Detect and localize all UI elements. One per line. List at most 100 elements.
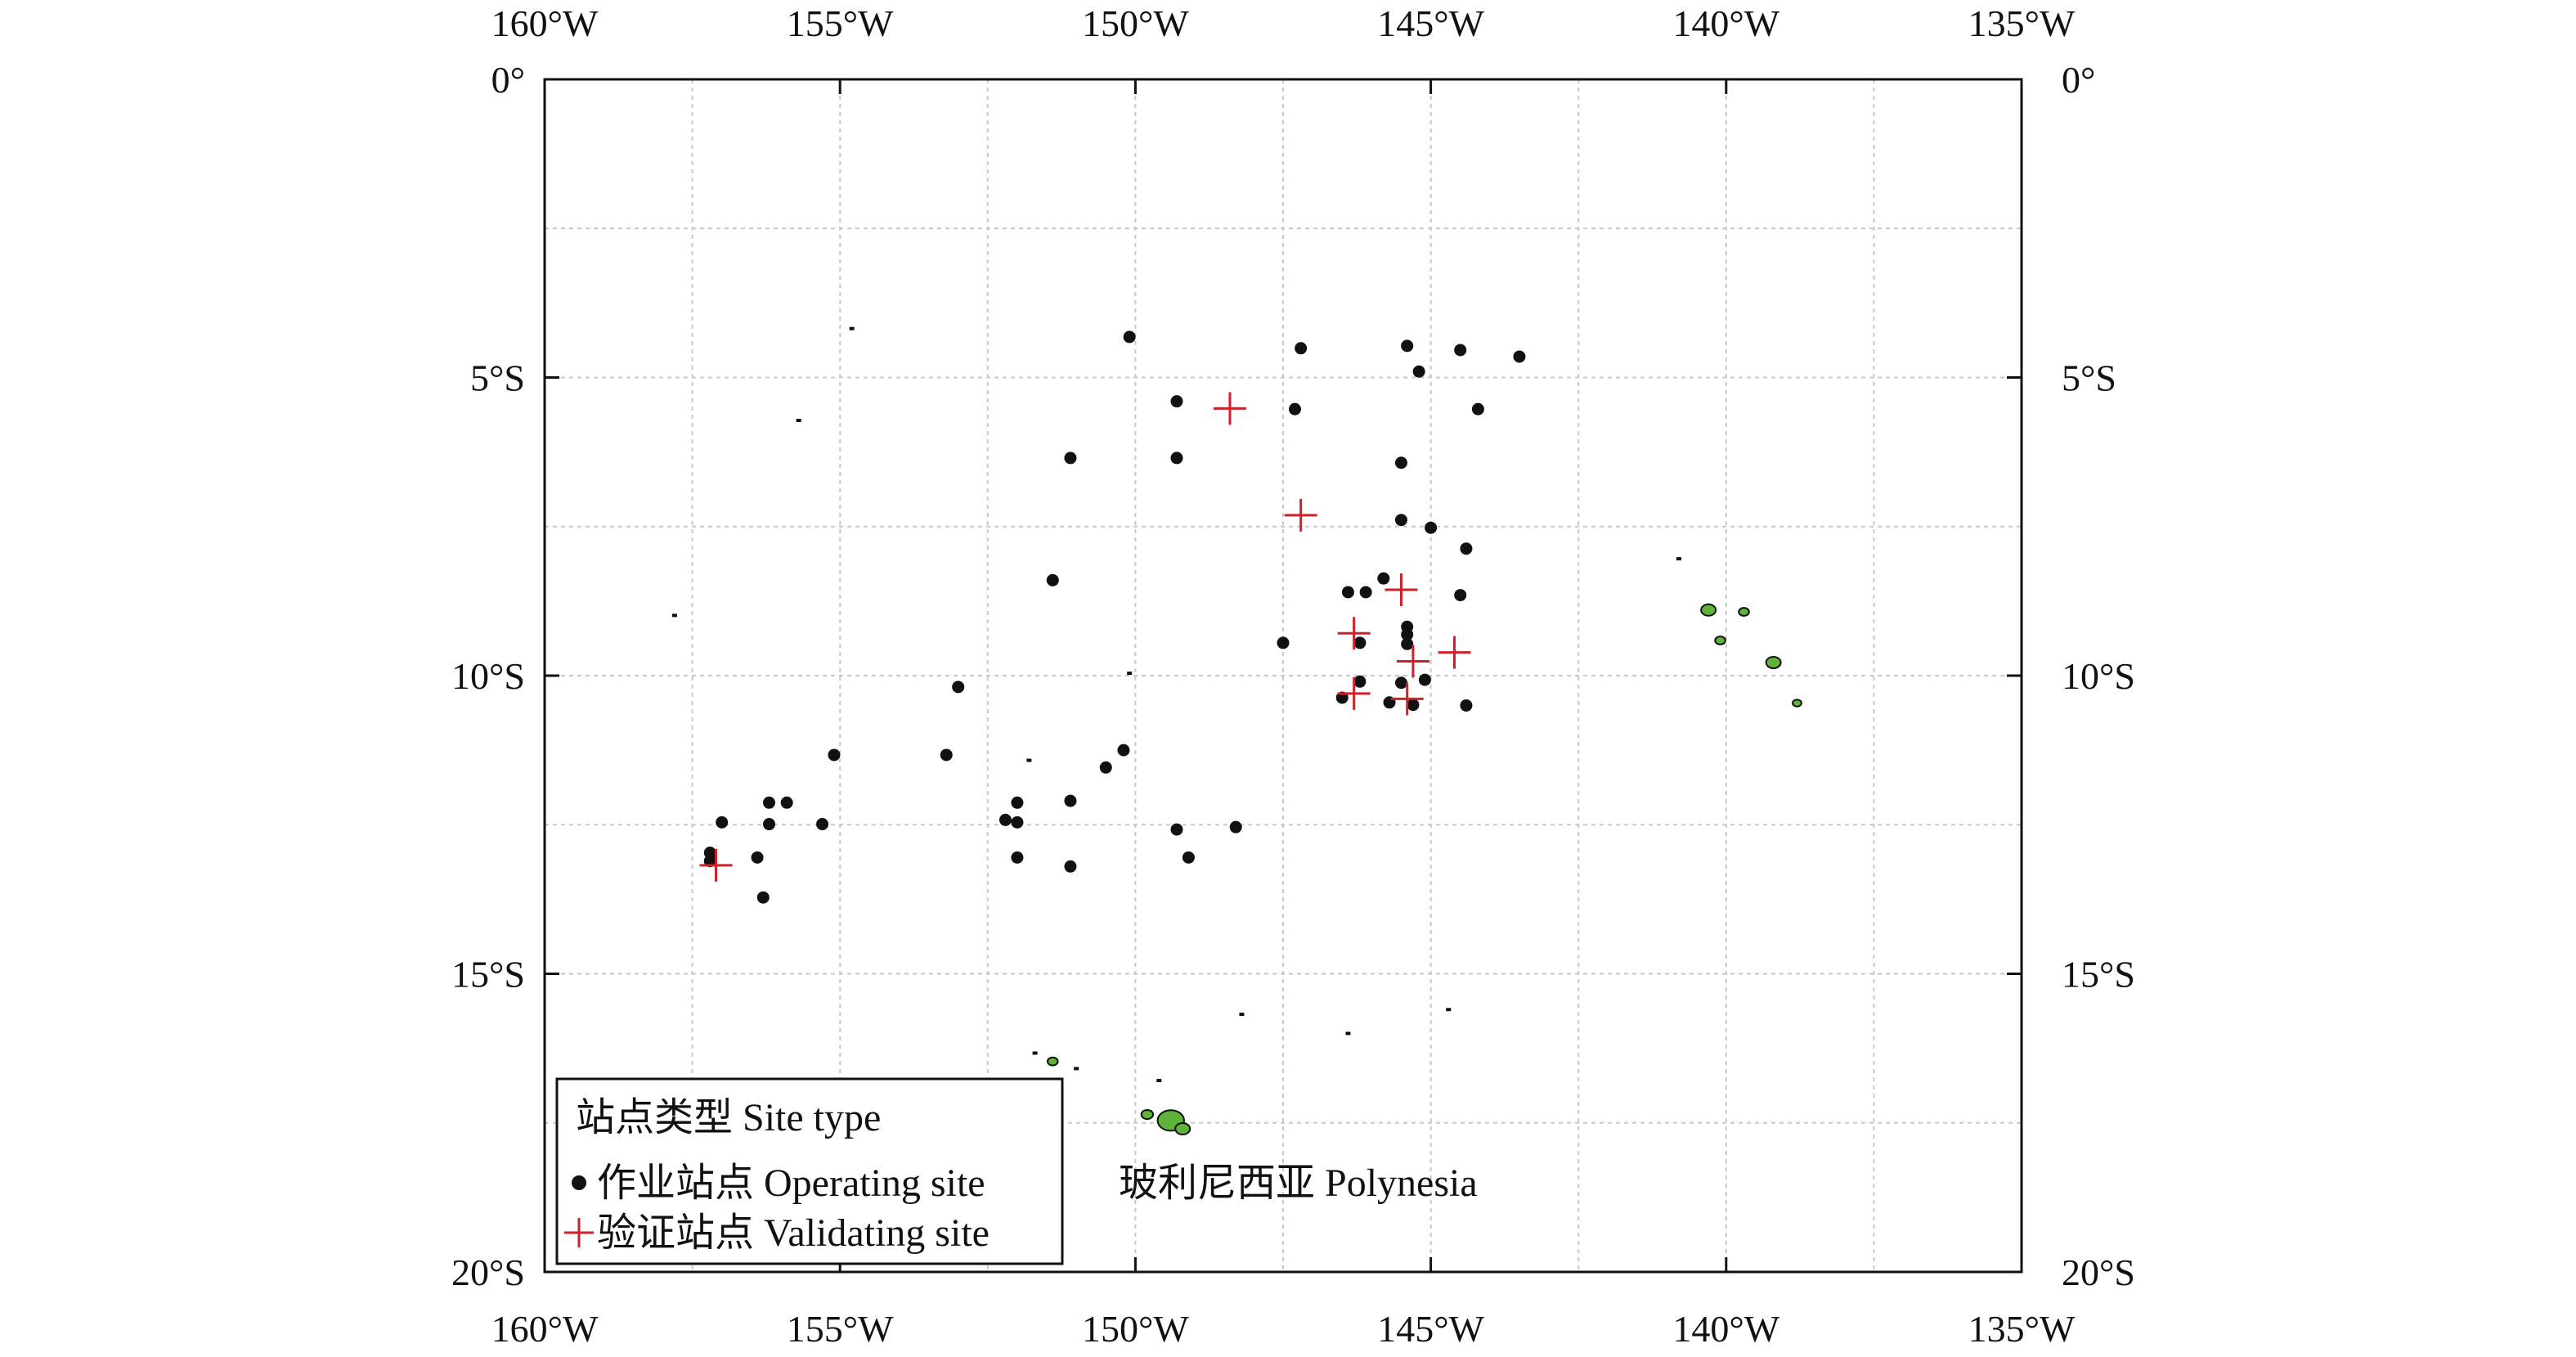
validating-site-marker [1390, 682, 1424, 716]
y-tick-label-left: 15°S [451, 954, 525, 995]
validating-site-marker [1396, 645, 1429, 678]
operating-site-marker [751, 851, 764, 864]
operating-site-marker [1064, 860, 1077, 873]
x-tick-label-top: 140°W [1672, 2, 1779, 44]
validating-site-marker [1284, 498, 1317, 532]
legend-validating-label: 验证站点 Validating site [597, 1211, 990, 1255]
island-land [1046, 1056, 1059, 1067]
operating-site-marker [780, 796, 793, 809]
x-tick-label-bottom: 135°W [1968, 1308, 2076, 1350]
operating-site-marker [1170, 823, 1183, 836]
operating-site-marker [1353, 636, 1367, 649]
operating-site-marker [1377, 572, 1390, 585]
operating-site-marker [1425, 521, 1438, 534]
region-label: 玻利尼西亚 Polynesia [1119, 1162, 1478, 1205]
operating-site-marker [1401, 339, 1414, 353]
x-tick-label-bottom: 155°W [787, 1308, 894, 1350]
validating-plus-icon [564, 1218, 594, 1247]
x-tick-label-top: 135°W [1968, 2, 2076, 44]
y-tick-label-right: 10°S [2062, 655, 2135, 697]
operating-site-marker [1454, 589, 1467, 602]
operating-site-marker [1117, 744, 1130, 757]
small-island [1446, 1008, 1452, 1012]
small-island [796, 418, 801, 422]
operating-site-marker [1170, 395, 1183, 408]
operating-site-marker [999, 813, 1012, 826]
operating-site-marker [1064, 452, 1077, 465]
y-tick-label-left: 20°S [451, 1251, 525, 1293]
y-tick-label-right: 20°S [2062, 1251, 2135, 1293]
island-land [1765, 655, 1782, 669]
operating-site-marker [1359, 586, 1372, 599]
operating-site-marker [1182, 851, 1195, 864]
small-island [1127, 672, 1133, 676]
x-tick-label-bottom: 145°W [1377, 1308, 1484, 1350]
operating-site-marker [952, 681, 965, 694]
small-island [1345, 1031, 1351, 1036]
validating-sites [699, 392, 1471, 882]
operating-site-marker [756, 891, 770, 904]
legend-title: 站点类型 Site type [576, 1096, 881, 1139]
x-tick-label-bottom: 150°W [1082, 1308, 1189, 1350]
operating-site-marker [1341, 586, 1354, 599]
y-tick-label-right: 5°S [2062, 357, 2116, 399]
small-island [849, 326, 855, 330]
legend-operating-label: 作业站点 Operating site [597, 1162, 985, 1205]
operating-site-marker [1123, 330, 1136, 344]
operating-site-marker [1412, 365, 1425, 378]
operating-dot-icon [572, 1175, 586, 1190]
operating-site-marker [1513, 350, 1526, 363]
operating-site-marker [1046, 573, 1059, 586]
legend-box [555, 1077, 1064, 1265]
island-land [1738, 607, 1750, 617]
small-island [671, 613, 677, 618]
validating-site-marker [1384, 573, 1418, 607]
operating-site-marker [716, 816, 729, 829]
x-tick-label-top: 145°W [1377, 2, 1484, 44]
operating-site-marker [1394, 456, 1407, 470]
small-island [1032, 1051, 1038, 1055]
operating-site-marker [1011, 851, 1024, 864]
small-island [1239, 1013, 1245, 1017]
operating-site-marker [1353, 675, 1367, 688]
x-tick-label-top: 155°W [787, 2, 894, 44]
operating-site-marker [1460, 542, 1473, 555]
small-island [1074, 1067, 1079, 1071]
operating-site-marker [1229, 820, 1242, 834]
operating-site-marker [1011, 796, 1024, 809]
operating-site-marker [1401, 628, 1414, 641]
validating-site-marker [699, 848, 733, 882]
x-tick-label-bottom: 160°W [491, 1308, 599, 1350]
validating-site-marker [1213, 392, 1246, 425]
y-tick-label-right: 15°S [2062, 954, 2135, 995]
operating-site-marker [1099, 761, 1112, 774]
operating-site-marker [1064, 794, 1077, 807]
operating-site-marker [1011, 816, 1024, 829]
y-tick-label-left: 10°S [451, 655, 525, 697]
operating-site-marker [1418, 673, 1431, 686]
operating-site-marker [1295, 342, 1308, 355]
island-land [1792, 699, 1802, 708]
islands [671, 326, 1802, 1136]
operating-site-marker [828, 748, 841, 762]
plot-frame [543, 78, 2023, 1274]
operating-site-marker [1288, 402, 1301, 416]
small-island [1156, 1078, 1162, 1082]
small-island [1676, 557, 1682, 561]
x-tick-label-top: 160°W [491, 2, 599, 44]
y-tick-label-right: 0° [2062, 59, 2095, 101]
operating-sites [703, 330, 1526, 904]
validating-site-marker [1337, 617, 1371, 650]
island-land [1174, 1122, 1192, 1136]
x-tick-label-bottom: 140°W [1672, 1308, 1779, 1350]
gridlines [545, 79, 2022, 1272]
operating-site-marker [1277, 636, 1290, 649]
operating-site-marker [940, 748, 953, 762]
validating-site-marker [1438, 636, 1471, 669]
island-land [1700, 603, 1717, 617]
operating-site-marker [1407, 699, 1420, 712]
legend: 站点类型 Site type 作业站点 Operating site 验证站点 … [555, 1077, 1064, 1265]
x-tick-label-top: 150°W [1082, 2, 1189, 44]
operating-site-marker [1460, 699, 1473, 712]
